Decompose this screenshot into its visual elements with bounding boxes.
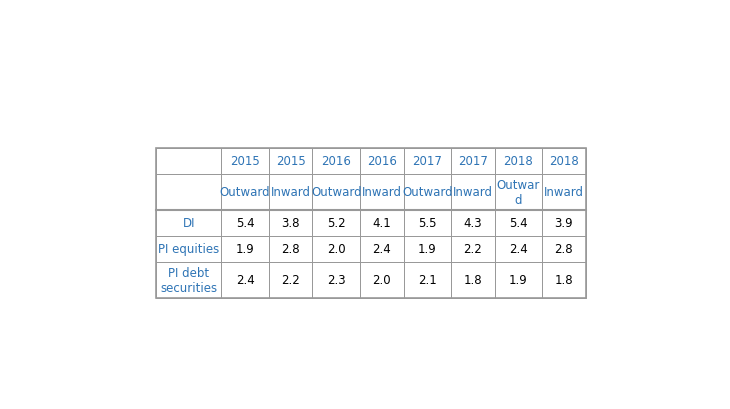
Text: 3.8: 3.8 bbox=[282, 217, 300, 230]
Text: 2.0: 2.0 bbox=[327, 243, 345, 256]
Bar bbox=[269, 262, 312, 298]
Text: 2.1: 2.1 bbox=[418, 274, 437, 287]
Bar bbox=[495, 236, 542, 262]
Text: 2.8: 2.8 bbox=[281, 243, 300, 256]
Bar bbox=[404, 236, 451, 262]
Bar bbox=[542, 148, 585, 174]
Text: 2016: 2016 bbox=[367, 155, 396, 168]
Text: Outwar
d: Outwar d bbox=[496, 178, 540, 206]
Text: 1.9: 1.9 bbox=[236, 243, 255, 256]
Bar bbox=[156, 148, 221, 174]
Text: 1.8: 1.8 bbox=[555, 274, 573, 287]
Text: 2.8: 2.8 bbox=[555, 243, 573, 256]
Text: 2.4: 2.4 bbox=[372, 243, 391, 256]
Bar bbox=[312, 210, 360, 236]
Bar bbox=[312, 262, 360, 298]
Bar bbox=[495, 174, 542, 210]
Bar bbox=[360, 236, 404, 262]
Bar bbox=[156, 210, 221, 236]
Bar bbox=[221, 236, 269, 262]
Text: 2015: 2015 bbox=[276, 155, 306, 168]
Bar bbox=[542, 174, 585, 210]
Text: 2017: 2017 bbox=[458, 155, 488, 168]
Bar bbox=[312, 236, 360, 262]
Bar bbox=[495, 210, 542, 236]
Bar bbox=[360, 148, 404, 174]
Text: Inward: Inward bbox=[362, 186, 402, 199]
Text: 1.8: 1.8 bbox=[464, 274, 482, 287]
Bar bbox=[269, 236, 312, 262]
Bar bbox=[269, 174, 312, 210]
Bar bbox=[360, 210, 404, 236]
Bar bbox=[360, 262, 404, 298]
Text: Outward: Outward bbox=[311, 186, 361, 199]
Bar bbox=[156, 236, 221, 262]
Bar bbox=[221, 174, 269, 210]
Bar bbox=[360, 174, 404, 210]
Text: 4.1: 4.1 bbox=[372, 217, 391, 230]
Text: 2017: 2017 bbox=[412, 155, 442, 168]
Bar bbox=[404, 210, 451, 236]
Text: 5.2: 5.2 bbox=[327, 217, 345, 230]
Text: 2.4: 2.4 bbox=[509, 243, 528, 256]
Bar bbox=[312, 148, 360, 174]
Bar bbox=[404, 174, 451, 210]
Text: 1.9: 1.9 bbox=[509, 274, 528, 287]
Text: 2.3: 2.3 bbox=[327, 274, 345, 287]
Text: 2016: 2016 bbox=[321, 155, 351, 168]
Text: Inward: Inward bbox=[453, 186, 493, 199]
Text: 3.9: 3.9 bbox=[555, 217, 573, 230]
Text: 2.2: 2.2 bbox=[464, 243, 483, 256]
Text: 2.4: 2.4 bbox=[236, 274, 255, 287]
Text: 2.2: 2.2 bbox=[281, 274, 300, 287]
Text: 2.0: 2.0 bbox=[372, 274, 391, 287]
Text: Outward: Outward bbox=[402, 186, 453, 199]
Bar bbox=[404, 262, 451, 298]
Bar bbox=[221, 148, 269, 174]
Text: 2015: 2015 bbox=[230, 155, 260, 168]
Text: 5.5: 5.5 bbox=[418, 217, 437, 230]
Bar bbox=[542, 210, 585, 236]
Bar bbox=[404, 148, 451, 174]
Bar bbox=[451, 210, 495, 236]
Bar bbox=[221, 262, 269, 298]
Text: 2018: 2018 bbox=[549, 155, 579, 168]
Text: 5.4: 5.4 bbox=[509, 217, 528, 230]
Bar bbox=[451, 236, 495, 262]
Bar bbox=[451, 174, 495, 210]
Text: DI: DI bbox=[182, 217, 195, 230]
Bar bbox=[451, 148, 495, 174]
Text: 5.4: 5.4 bbox=[236, 217, 255, 230]
Bar bbox=[269, 148, 312, 174]
Bar bbox=[542, 236, 585, 262]
Bar bbox=[495, 262, 542, 298]
Text: 4.3: 4.3 bbox=[464, 217, 482, 230]
Text: Inward: Inward bbox=[544, 186, 584, 199]
Bar bbox=[495, 148, 542, 174]
Text: PI debt
securities: PI debt securities bbox=[161, 266, 218, 294]
Text: PI equities: PI equities bbox=[158, 243, 220, 256]
Text: 1.9: 1.9 bbox=[418, 243, 437, 256]
Bar bbox=[451, 262, 495, 298]
Bar bbox=[269, 210, 312, 236]
Text: 2018: 2018 bbox=[504, 155, 534, 168]
Text: Outward: Outward bbox=[220, 186, 270, 199]
Bar bbox=[221, 210, 269, 236]
Bar bbox=[312, 174, 360, 210]
Text: Inward: Inward bbox=[271, 186, 311, 199]
Bar bbox=[542, 262, 585, 298]
